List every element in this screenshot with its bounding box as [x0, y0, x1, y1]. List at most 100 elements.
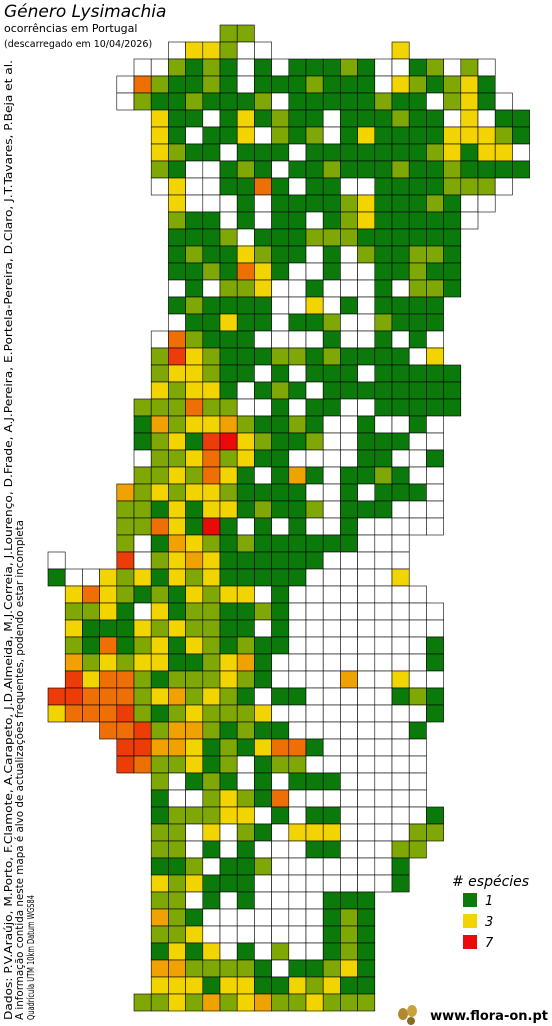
grid-cell	[426, 279, 444, 298]
grid-cell	[391, 483, 410, 502]
grid-cell	[254, 976, 272, 995]
grid-cell	[168, 976, 186, 995]
grid-cell	[150, 857, 169, 876]
grid-cell	[202, 160, 221, 179]
grid-cell	[185, 109, 204, 128]
grid-cell	[305, 58, 324, 77]
grid-cell	[116, 534, 135, 553]
grid-cell	[374, 653, 393, 672]
grid-cell	[271, 415, 290, 434]
grid-cell	[150, 670, 169, 689]
grid-cell	[322, 109, 341, 128]
grid-cell	[219, 534, 238, 553]
grid-cell	[408, 466, 427, 485]
grid-cell	[408, 432, 427, 451]
grid-cell	[185, 891, 204, 910]
grid-note: Quadrícula UTM 10km Datum WGS84	[25, 895, 37, 1020]
grid-cell	[288, 721, 307, 740]
grid-cell	[340, 704, 358, 723]
grid-cell	[185, 75, 204, 94]
grid-cell	[374, 687, 393, 706]
grid-cell	[340, 398, 358, 417]
grid-cell	[357, 840, 376, 859]
grid-cell	[150, 143, 169, 162]
grid-cell	[494, 92, 513, 111]
grid-cell	[202, 925, 221, 944]
grid-cell	[374, 500, 393, 519]
grid-cell	[340, 755, 358, 774]
grid-cell	[150, 891, 169, 910]
grid-cell	[202, 585, 221, 604]
grid-cell	[271, 976, 290, 995]
grid-cell	[150, 109, 169, 128]
grid-cell	[357, 857, 376, 876]
grid-cell	[236, 194, 255, 213]
grid-cell	[64, 602, 83, 621]
grid-cell	[202, 415, 221, 434]
grid-cell	[168, 364, 186, 383]
grid-cell	[305, 772, 324, 791]
grid-cell	[305, 585, 324, 604]
grid-cell	[443, 194, 462, 213]
grid-cell	[271, 364, 290, 383]
grid-cell	[288, 891, 307, 910]
grid-cell	[288, 585, 307, 604]
grid-cell	[374, 75, 393, 94]
grid-cell	[288, 993, 307, 1012]
grid-cell	[168, 194, 186, 213]
grid-cell	[150, 92, 169, 111]
grid-cell	[236, 755, 255, 774]
grid-cell	[168, 755, 186, 774]
grid-cell	[357, 925, 376, 944]
grid-cell	[305, 874, 324, 893]
grid-cell	[133, 585, 152, 604]
grid-cell	[219, 432, 238, 451]
grid-cell	[288, 262, 307, 281]
grid-cell	[202, 313, 221, 332]
grid-cell	[391, 347, 410, 366]
grid-cell	[271, 891, 290, 910]
grid-cell	[305, 704, 324, 723]
grid-cell	[288, 925, 307, 944]
grid-cell	[133, 92, 152, 111]
grid-cell	[254, 432, 272, 451]
grid-cell	[236, 432, 255, 451]
grid-cell	[288, 211, 307, 230]
grid-cell	[219, 568, 238, 587]
grid-cell	[236, 41, 255, 60]
grid-cell	[236, 24, 255, 43]
grid-cell	[64, 687, 83, 706]
grid-cell	[322, 398, 341, 417]
grid-cell	[254, 194, 272, 213]
grid-cell	[340, 891, 358, 910]
grid-cell	[254, 602, 272, 621]
grid-cell	[305, 126, 324, 145]
grid-cell	[391, 211, 410, 230]
grid-cell	[426, 449, 444, 468]
grid-cell	[219, 806, 238, 825]
grid-cell	[340, 585, 358, 604]
grid-cell	[168, 483, 186, 502]
grid-cell	[305, 245, 324, 264]
grid-cell	[133, 517, 152, 536]
grid-cell	[254, 381, 272, 400]
grid-cell	[374, 177, 393, 196]
grid-cell	[357, 993, 376, 1012]
grid-cell	[168, 143, 186, 162]
grid-cell	[340, 908, 358, 927]
grid-cell	[271, 109, 290, 128]
grid-cell	[185, 211, 204, 230]
grid-cell	[168, 806, 186, 825]
grid-cell	[168, 823, 186, 842]
grid-cell	[254, 806, 272, 825]
grid-cell	[391, 670, 410, 689]
grid-cell	[340, 466, 358, 485]
grid-cell	[426, 347, 444, 366]
site-link[interactable]: www.flora-on.pt	[430, 1009, 548, 1024]
grid-cell	[288, 296, 307, 315]
grid-cell	[185, 313, 204, 332]
grid-cell	[374, 789, 393, 808]
grid-cell	[236, 704, 255, 723]
grid-cell	[236, 109, 255, 128]
grid-cell	[305, 738, 324, 757]
